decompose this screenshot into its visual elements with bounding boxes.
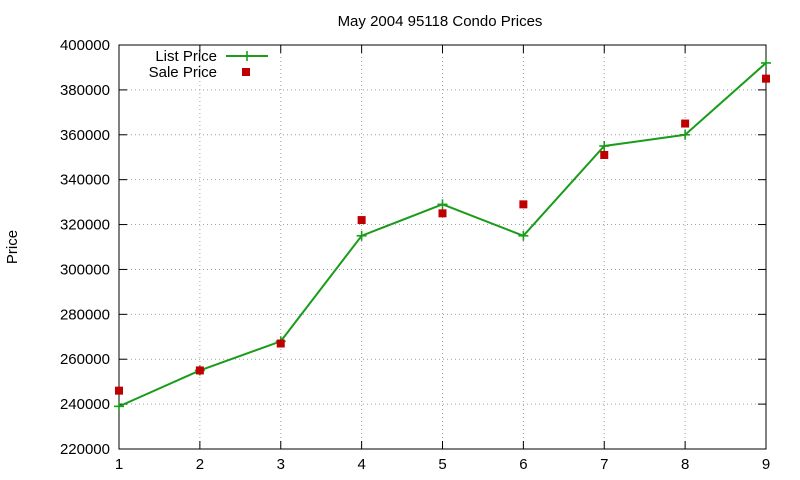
- list-price-point: [356, 230, 367, 241]
- list-price-point: [761, 57, 771, 68]
- series-1: [115, 74, 770, 395]
- list-price-point: [437, 199, 448, 210]
- sale-price-point: [600, 150, 609, 159]
- y-tick-label: 340000: [60, 172, 110, 189]
- legend-plus-marker: [242, 51, 252, 61]
- x-tick-label: 9: [762, 456, 770, 473]
- y-tick-label: 220000: [60, 441, 110, 458]
- y-tick-label: 260000: [60, 351, 110, 368]
- x-tick-label: 5: [438, 456, 446, 473]
- list-price-point: [518, 230, 529, 241]
- x-tick-label: 6: [519, 456, 527, 473]
- sale-price-point: [115, 386, 123, 395]
- y-tick-label: 240000: [60, 396, 110, 413]
- legend-label: List Price: [155, 48, 217, 65]
- y-tick-label: 320000: [60, 217, 110, 234]
- sale-price-point: [681, 119, 690, 128]
- list-price-line: [118, 62, 767, 408]
- y-axis-label: Price: [4, 230, 21, 264]
- y-tick-label: 360000: [60, 127, 110, 144]
- sale-price-point: [195, 366, 204, 375]
- list-price-point: [680, 129, 691, 140]
- x-tick-label: 4: [357, 456, 365, 473]
- x-tick-label: 3: [277, 456, 285, 473]
- y-tick-label: 280000: [60, 306, 110, 323]
- x-tick-label: 1: [115, 456, 123, 473]
- x-tick-label: 2: [196, 456, 204, 473]
- x-tick-label: 7: [600, 456, 608, 473]
- legend-square-marker: [242, 68, 250, 76]
- x-tick-label: 8: [681, 456, 689, 473]
- sale-price-point: [438, 209, 447, 218]
- y-tick-label: 380000: [60, 82, 110, 99]
- legend-label: Sale Price: [149, 64, 217, 81]
- sale-price-point: [762, 74, 770, 83]
- list-price-point: [114, 401, 124, 412]
- y-tick-label: 300000: [60, 261, 110, 278]
- sale-price-point: [519, 200, 528, 209]
- chart-title: May 2004 95118 Condo Prices: [338, 13, 543, 30]
- series-0: [114, 57, 771, 412]
- y-tick-label: 400000: [60, 37, 110, 54]
- series-layer: [114, 57, 771, 412]
- axis-ticks: 2200002400002600002800003000003200003400…: [60, 37, 770, 473]
- list-price-point: [599, 141, 610, 151]
- sale-price-point: [357, 216, 366, 225]
- sale-price-point: [276, 339, 285, 348]
- grid: [119, 45, 766, 449]
